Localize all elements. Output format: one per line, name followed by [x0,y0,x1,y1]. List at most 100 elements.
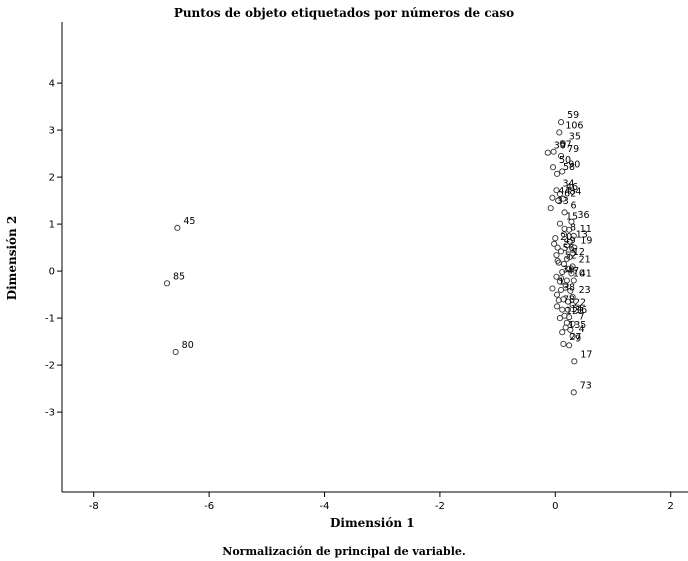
point-label: 45 [183,216,195,227]
y-tick-label: 3 [49,126,55,137]
data-point [561,209,568,216]
point-label: 8 [570,222,576,233]
data-point [559,329,566,336]
data-point [569,332,576,340]
point-label: 57 [560,140,572,151]
data-point [567,326,574,333]
data-point [560,195,567,202]
data-point [563,242,570,249]
data-point [553,252,560,259]
data-point [174,224,181,231]
point-label: 123 [566,306,584,317]
point-label: 49 [564,236,576,247]
data-point [560,231,568,238]
data-point [544,149,551,156]
point-label: 12 [573,247,585,258]
data-point [566,226,573,233]
x-tick-label: 2 [668,501,674,512]
data-point [551,240,558,247]
data-point [566,342,573,349]
point-label: 80 [182,340,194,351]
data-point [569,250,576,257]
data-point [559,306,566,313]
point-label: 58 [563,162,575,173]
point-label: 36 [577,210,589,221]
y-tick-label: 0 [49,267,55,278]
data-point [562,324,569,331]
data-point [552,235,559,242]
data-point [558,275,565,282]
x-tick-label: -2 [435,501,445,512]
x-tick-label: 0 [552,501,558,512]
point-label: 16 [575,305,587,316]
data-point [555,259,562,266]
point-label: 135 [568,320,586,331]
data-point [549,285,556,292]
point-label: 73 [580,380,592,391]
data-point [558,119,565,126]
x-tick-label: -8 [89,501,99,512]
data-point [559,268,566,276]
data-point [560,340,567,348]
chart-footnote: Normalización de principal de variable. [222,545,466,558]
point-label: 10 [573,269,585,280]
y-tick-label: -3 [45,408,55,419]
point-label: 34 [562,178,574,189]
y-tick-label: 2 [49,173,55,184]
data-point [568,218,575,225]
x-axis-label: Dimensión 1 [330,516,415,530]
y-tick-label: 4 [49,79,55,90]
data-point [559,140,566,147]
point-label: 39 [562,265,574,276]
point-label: 33 [557,196,569,207]
point-label: 78 [563,294,575,305]
data-point [558,152,565,159]
point-label: 1 [558,276,564,287]
point-label: 85 [173,271,185,282]
point-label: 90 [568,159,580,170]
data-point [553,170,561,177]
chart-title: Puntos de objeto etiquetados por números… [173,6,515,20]
data-point [569,263,576,270]
data-point [570,277,577,284]
data-point [568,270,575,277]
point-label: 106 [565,120,583,131]
data-point [567,287,574,294]
point-label: 52 [565,251,577,262]
point-label: 11 [580,224,592,235]
data-point [550,148,557,155]
data-point [558,248,565,255]
data-point [564,265,572,272]
data-point [566,238,573,245]
data-point [547,205,554,212]
point-label: 17 [580,349,592,360]
data-point [549,164,557,171]
data-point [553,187,560,194]
x-tick-label: -6 [204,501,214,512]
y-tick-label: -2 [45,361,55,372]
data-point [172,348,179,355]
data-point [549,194,556,201]
y-axis-label: Dimensión 2 [5,215,19,301]
point-label: 38 [563,283,575,294]
data-point [563,277,570,284]
data-point [566,314,573,321]
data-point [569,301,576,308]
point-label: 15 [566,212,578,223]
point-label: 6 [571,200,577,211]
data-point [553,291,561,298]
data-point [571,358,578,365]
data-point [571,244,578,251]
data-point [558,286,565,293]
data-point [564,306,572,313]
point-label: 50 [559,155,571,166]
point-label: 84 [569,187,581,198]
data-point [563,255,570,262]
point-label: 27 [569,332,581,343]
point-label: 7 [579,312,585,323]
data-point [556,190,563,198]
point-label: 14 [571,304,583,315]
data-point [556,129,563,136]
point-label: 41 [580,269,592,280]
